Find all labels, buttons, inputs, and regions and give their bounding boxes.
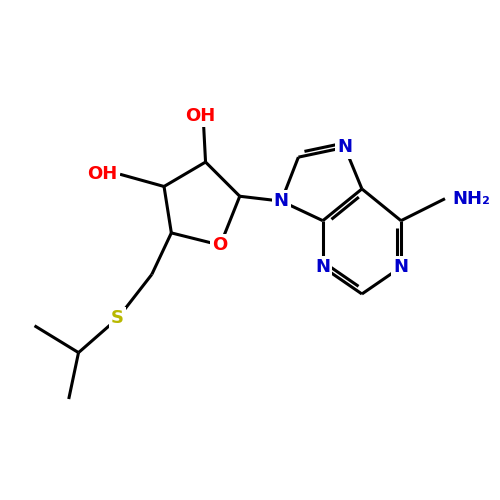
Text: N: N	[316, 258, 330, 276]
Text: O: O	[212, 236, 228, 254]
Text: N: N	[394, 258, 408, 276]
Text: S: S	[111, 310, 124, 328]
Text: N: N	[338, 138, 352, 156]
Text: OH: OH	[186, 106, 216, 124]
Text: OH: OH	[88, 166, 118, 184]
Text: N: N	[274, 192, 289, 210]
Text: NH₂: NH₂	[452, 190, 490, 208]
